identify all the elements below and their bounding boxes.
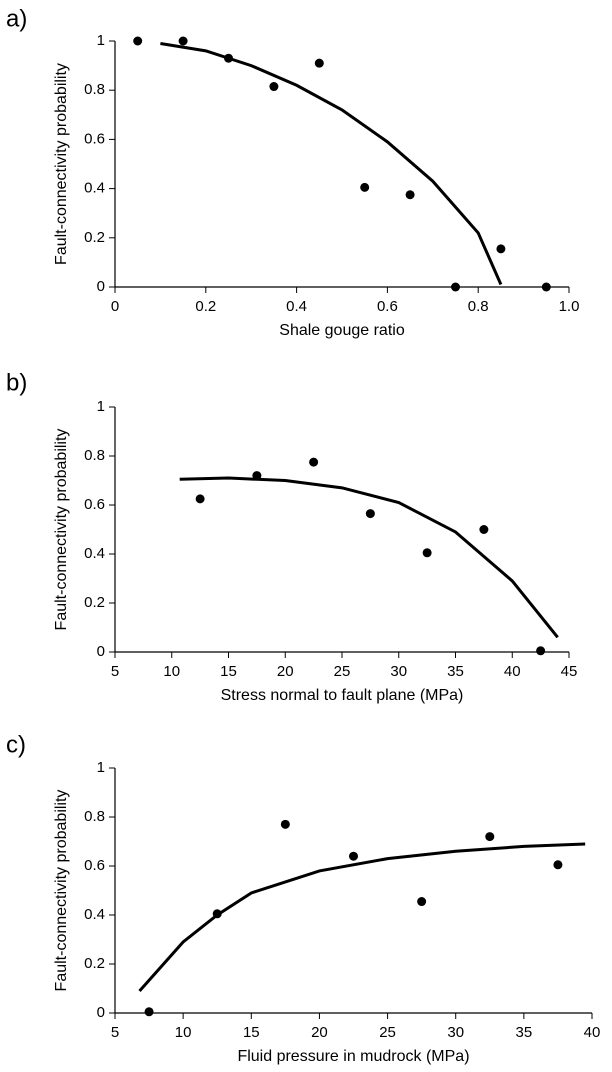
x-tick-label: 0 [111,298,119,315]
x-tick-label: 0.8 [468,298,489,315]
y-tick-label: 0.4 [84,180,105,197]
data-point [553,860,563,870]
x-axis-label: Fluid pressure in mudrock (MPa) [237,1048,469,1065]
x-tick-label: 0.6 [377,298,398,315]
x-tick-label: 20 [277,663,294,680]
y-tick-label: 0.4 [84,906,105,923]
data-point [349,851,358,861]
x-tick-label: 30 [390,663,407,680]
x-tick-label: 45 [561,663,578,680]
data-point [422,548,432,558]
y-tick-label: 0.6 [84,496,105,513]
data-point [280,819,290,829]
x-tick-label: 20 [311,1024,328,1041]
panel-label: a) [6,5,27,32]
data-point [365,509,375,519]
data-point [496,244,506,254]
data-point [314,58,324,68]
panel-label: c) [6,731,26,758]
y-tick-label: 0 [97,1004,105,1021]
x-tick-label: 15 [243,1024,260,1041]
y-tick-label: 0.8 [84,447,105,464]
y-axis-label: Fault-connectivity probability [53,790,70,992]
y-tick-label: 0.8 [84,808,105,825]
y-tick-label: 0 [97,643,105,660]
data-point [309,457,319,467]
x-axis-label: Shale gouge ratio [279,322,405,339]
fit-curve [160,41,503,286]
x-tick-label: 15 [220,663,237,680]
data-point [133,36,143,46]
y-axis-label: Fault-connectivity probability [53,429,70,631]
data-point [195,494,205,504]
x-tick-label: 10 [163,663,180,680]
x-tick-label: 30 [447,1024,464,1041]
y-axis-label: Fault-connectivity probability [53,63,70,265]
y-tick-label: 0.2 [84,229,105,246]
data-point [451,282,460,292]
x-tick-label: 0.2 [195,298,216,315]
x-tick-label: 0.4 [286,298,307,315]
panel-label: b) [6,369,27,396]
y-tick-label: 0.4 [84,545,105,562]
x-tick-label: 35 [447,663,464,680]
data-point [541,282,551,292]
y-tick-label: 0.6 [84,130,105,147]
data-point [485,832,495,842]
x-axis-label: Stress normal to fault plane (MPa) [221,687,464,704]
x-tick-label: 1.0 [559,298,580,315]
y-tick-label: 0 [97,278,105,295]
data-point [479,525,489,534]
data-point [360,182,370,192]
y-tick-label: 0.6 [84,857,105,874]
x-tick-label: 35 [516,1024,533,1041]
data-point [144,1007,154,1017]
y-tick-label: 1 [97,759,105,776]
x-tick-label: 40 [504,663,521,680]
fit-curve [138,842,586,992]
y-tick-label: 1 [97,32,105,49]
y-tick-label: 0.8 [84,81,105,98]
x-tick-label: 5 [111,1024,119,1041]
x-tick-label: 25 [379,1024,396,1041]
x-tick-label: 40 [584,1024,601,1041]
x-tick-label: 25 [334,663,351,680]
data-point [405,190,415,200]
y-tick-label: 0.2 [84,594,105,611]
data-point [178,36,188,46]
data-point [536,646,546,656]
data-point [269,82,279,92]
fit-curve [179,476,559,639]
x-tick-label: 5 [111,663,119,680]
y-tick-label: 0.2 [84,955,105,972]
data-point [417,897,427,907]
x-tick-label: 10 [175,1024,192,1041]
y-tick-label: 1 [97,398,105,415]
